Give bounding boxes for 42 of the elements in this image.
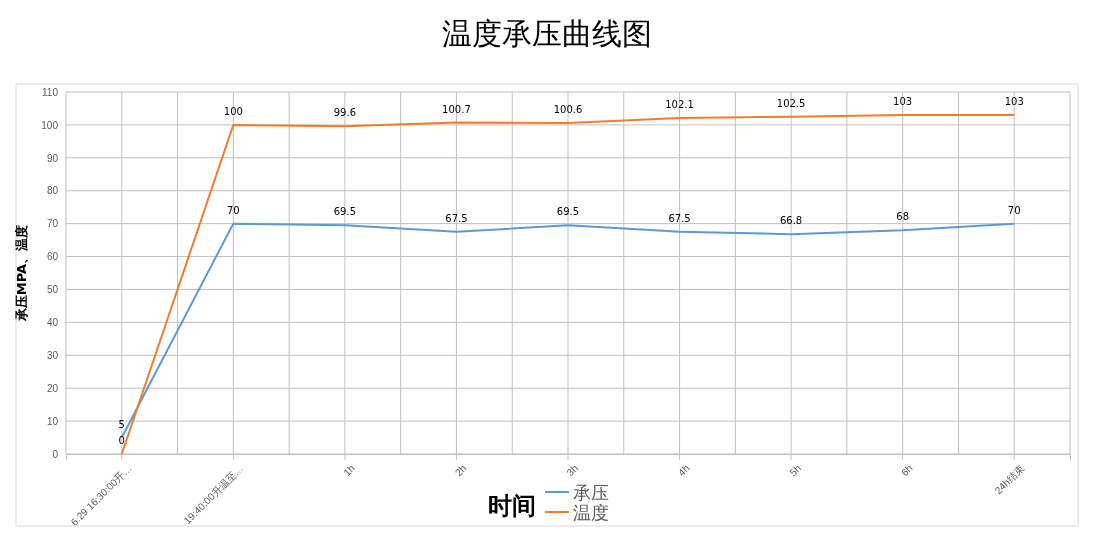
y-tick-label: 40 [46, 317, 59, 329]
data-label: 67.5 [445, 212, 468, 224]
y-tick-label: 100 [41, 119, 59, 131]
y-tick-label: 80 [46, 185, 59, 197]
y-tick-label: 30 [46, 349, 59, 361]
x-tick-label: 4h [675, 462, 692, 479]
data-label: 68 [896, 211, 910, 223]
x-tick-label: 5h [787, 462, 804, 479]
chart-title: 温度承压曲线图 [442, 16, 652, 51]
legend-label: 温度 [573, 502, 609, 523]
y-tick-label: 110 [42, 86, 59, 98]
data-label: 100.6 [553, 103, 583, 115]
data-label: 100 [223, 105, 243, 117]
y-tick-label: 20 [46, 382, 59, 394]
data-label: 100.7 [442, 103, 471, 115]
x-tick-label: 2h [452, 462, 469, 479]
y-tick-label: 10 [46, 415, 59, 427]
data-label: 69.5 [333, 206, 357, 218]
data-label: 66.8 [779, 215, 803, 227]
data-label: 70 [226, 204, 240, 216]
data-label: 103 [1004, 96, 1024, 108]
x-tick-label: 6h [899, 462, 915, 479]
data-label: 0 [118, 435, 125, 446]
y-tick-label: 60 [46, 251, 59, 263]
x-axis-title: 时间 [488, 491, 536, 520]
data-label: 5 [118, 418, 125, 430]
x-tick-label: 1h [341, 462, 357, 479]
y-axis-title: 承压MPA、温度 [14, 224, 29, 323]
x-tick-label: 24h结束 [992, 462, 1027, 497]
y-tick-label: 0 [52, 448, 59, 460]
y-tick-label: 50 [46, 284, 59, 296]
data-label: 99.6 [333, 107, 357, 119]
y-tick-label: 70 [46, 218, 59, 230]
x-tick-label: 3h [564, 462, 581, 479]
data-label: 69.5 [556, 206, 580, 218]
data-label: 70 [1007, 204, 1021, 216]
data-label: 102.5 [776, 97, 806, 109]
legend-label: 承压 [573, 482, 609, 503]
data-label: 102.1 [665, 99, 694, 110]
data-label: 67.5 [668, 212, 691, 224]
y-tick-label: 90 [46, 152, 59, 164]
data-label: 103 [893, 96, 913, 108]
